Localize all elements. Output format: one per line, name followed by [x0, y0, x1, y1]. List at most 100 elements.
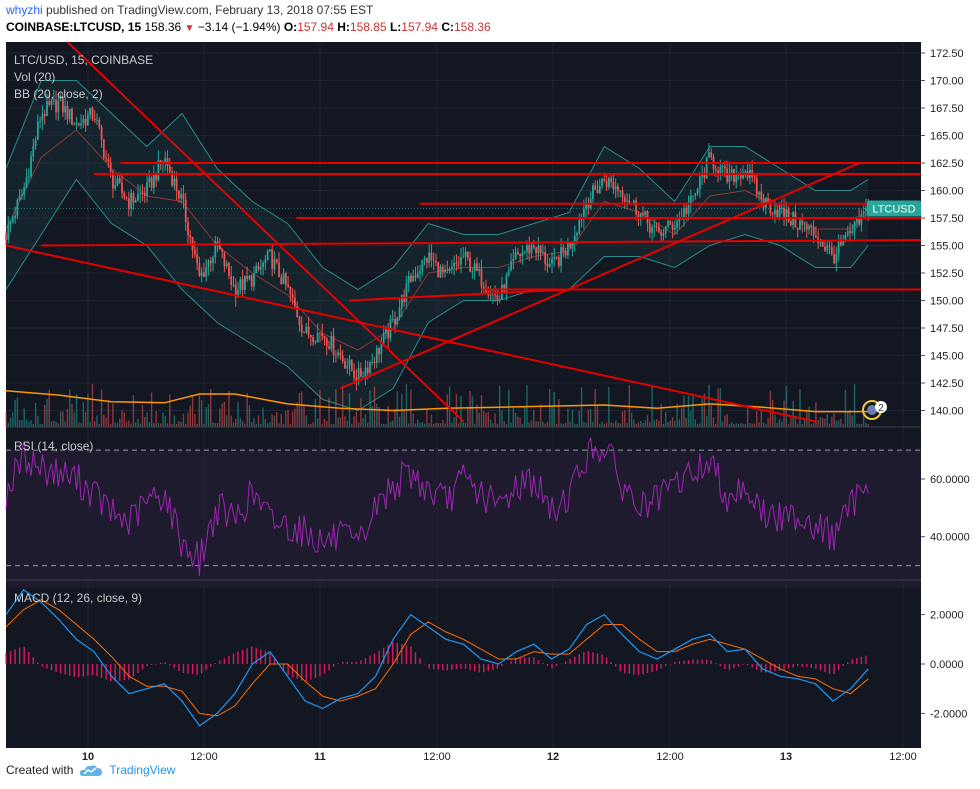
volume-bar — [710, 405, 712, 427]
volume-bar — [510, 422, 512, 427]
open-label: O: — [283, 20, 298, 34]
volume-bar — [735, 423, 737, 427]
alert-badge[interactable]: 2 — [862, 400, 887, 420]
candle-body — [598, 186, 601, 194]
candle-body — [687, 205, 690, 215]
macd-histogram-bar — [810, 664, 813, 668]
candle-body — [394, 319, 396, 325]
chart-area[interactable]: 172.50 170.00 167.50 165.00 162.50 160.00 157.… — [0, 40, 980, 762]
volume-bar — [496, 423, 499, 427]
volume-bar — [198, 395, 201, 427]
macd-histogram-bar — [473, 664, 476, 672]
macd-histogram-bar — [587, 651, 590, 664]
candle-body — [350, 359, 353, 371]
candle-body — [369, 362, 371, 373]
volume-bar — [448, 386, 451, 427]
candle-body — [562, 247, 565, 252]
volume-bar — [282, 423, 285, 427]
candle-body — [576, 233, 578, 236]
candle-body — [155, 173, 158, 181]
macd-histogram-bar — [742, 664, 744, 665]
volume-bar — [423, 423, 426, 427]
candle-body — [717, 170, 719, 175]
candle-body — [325, 338, 328, 347]
candle-body — [223, 251, 226, 267]
macd-histogram-bar — [146, 664, 148, 667]
volume-bar — [371, 405, 373, 427]
candle-body — [612, 181, 615, 190]
macd-histogram-bar — [551, 664, 553, 669]
candle-body — [32, 146, 35, 157]
volume-bar — [644, 420, 646, 427]
volume-ma-line — [5, 389, 869, 413]
candle-body — [730, 169, 733, 174]
volume-bar — [815, 402, 817, 427]
volume-bar — [7, 422, 9, 427]
candle-body — [828, 245, 831, 248]
volume-bar — [207, 404, 210, 427]
candle-body — [264, 260, 267, 263]
volume-bar — [721, 421, 724, 427]
macd-histogram-bar — [523, 657, 526, 664]
volume-bar — [280, 414, 282, 427]
trend-line-4 — [349, 288, 570, 302]
volume-bar — [28, 421, 30, 427]
macd-histogram-bar — [5, 652, 7, 664]
candle-body — [553, 256, 556, 259]
candle-body — [457, 264, 460, 265]
candle-body — [678, 217, 681, 222]
macd-histogram-bar — [514, 657, 517, 664]
candle-body — [366, 367, 369, 373]
volume-bar — [128, 420, 130, 427]
price-axis — [921, 40, 980, 762]
macd-histogram-bar — [583, 652, 585, 664]
macd-histogram-bar — [214, 663, 216, 664]
candle-body — [105, 157, 107, 159]
main-legend-symbol: LTC/USD, 15, COINBASE — [14, 53, 153, 67]
candle-body — [698, 176, 701, 190]
volume-bar — [819, 416, 822, 427]
volume-bar — [742, 423, 744, 427]
tradingview-link[interactable]: TradingView — [109, 763, 176, 777]
macd-histogram-bar — [746, 664, 749, 666]
candle-body — [637, 214, 640, 220]
macd-histogram-bar — [205, 664, 207, 671]
macd-histogram-bar — [182, 664, 185, 674]
high-label: H: — [337, 20, 350, 34]
volume-bar — [289, 423, 292, 427]
candle-body — [842, 240, 845, 246]
volume-bar — [794, 416, 797, 427]
volume-bar — [112, 403, 114, 427]
candle-body — [421, 259, 424, 272]
macd-histogram-bar — [305, 664, 307, 682]
main-legend-volume: Vol (20) — [14, 70, 55, 84]
macd-histogram-bar — [228, 655, 230, 664]
author-link[interactable]: whyzhi — [6, 3, 43, 17]
candle-body — [189, 235, 192, 238]
candle-body — [344, 361, 346, 369]
macd-histogram-bar — [155, 663, 157, 665]
candle-body — [541, 252, 544, 254]
volume-bar — [862, 411, 865, 427]
volume-bar — [157, 422, 160, 427]
candle-body — [774, 209, 776, 215]
volume-bar — [23, 408, 25, 427]
macd-histogram-bar — [633, 664, 635, 675]
macd-histogram-bar — [505, 663, 508, 665]
candle-body — [339, 352, 342, 356]
macd-histogram-bar — [100, 664, 103, 678]
volume-bar — [428, 423, 430, 427]
volume-bar — [189, 405, 191, 427]
trend-line-1 — [5, 244, 816, 423]
candle-body — [193, 249, 196, 255]
volume-bar — [53, 420, 55, 427]
macd-histogram-bar — [592, 652, 594, 664]
candle-body — [55, 99, 57, 113]
macd-histogram-bar — [423, 663, 426, 665]
macd-histogram-bar — [574, 656, 576, 664]
volume-bar — [535, 421, 537, 427]
macd-histogram-bar — [660, 664, 662, 669]
candle-body — [689, 195, 692, 206]
volume-bar — [216, 422, 219, 427]
volume-bar — [323, 418, 326, 427]
